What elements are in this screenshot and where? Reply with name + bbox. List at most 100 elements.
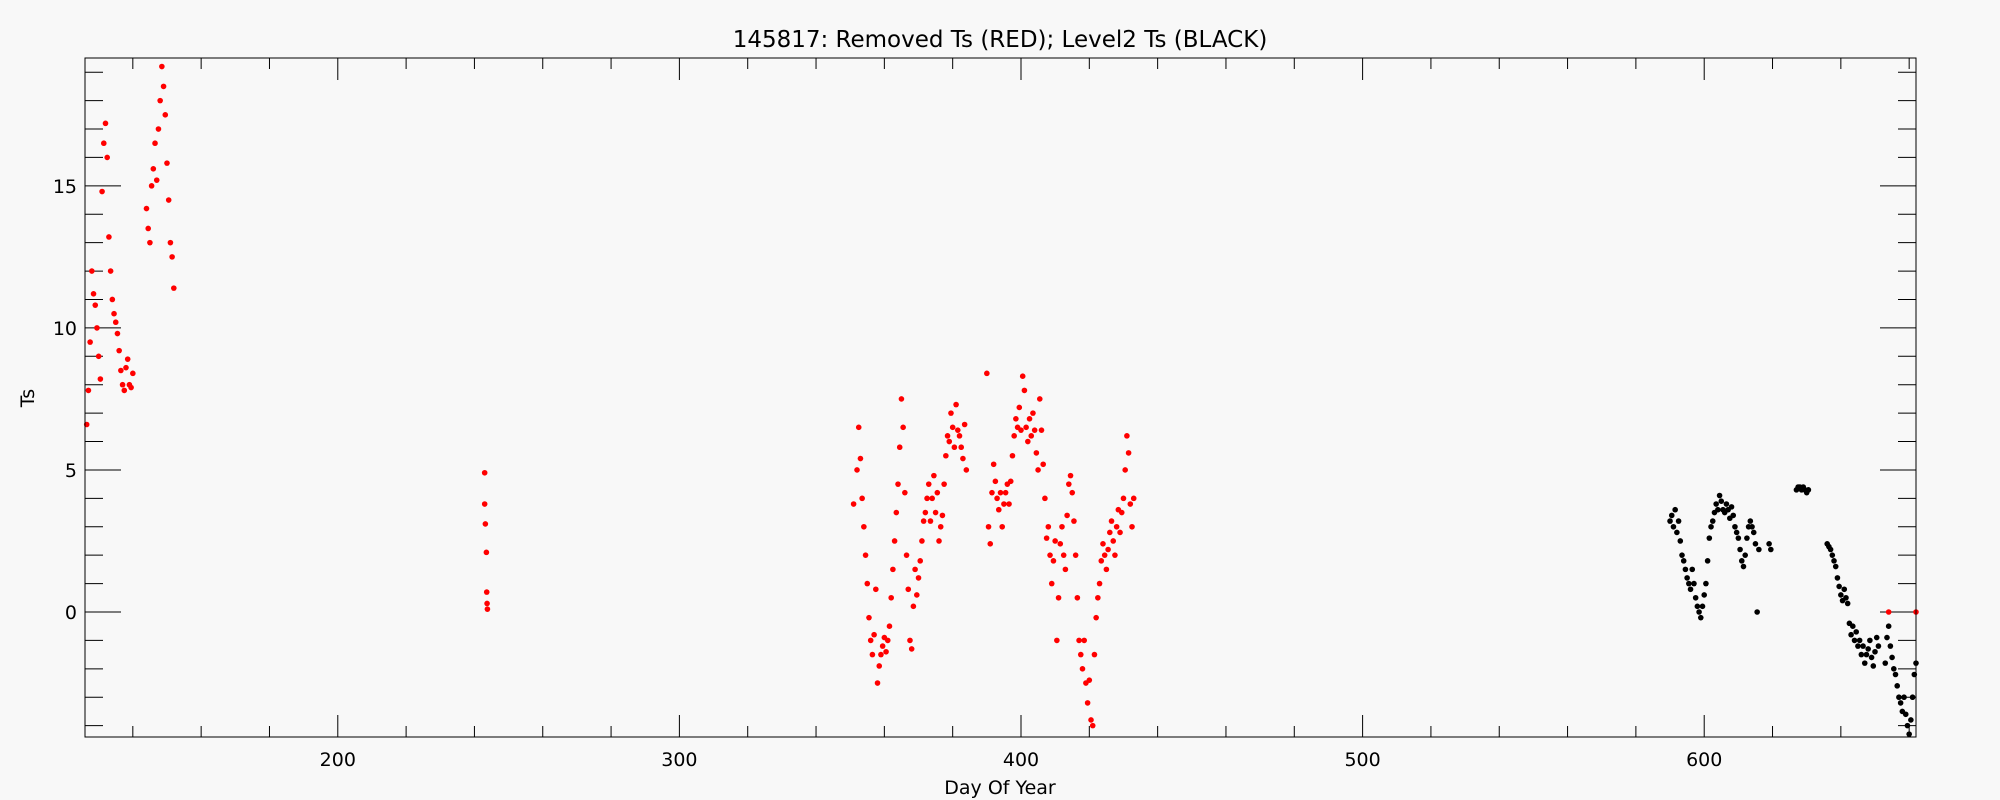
data-point [859, 495, 865, 502]
data-point [1122, 467, 1128, 473]
data-point [1013, 416, 1019, 422]
data-point [1033, 450, 1040, 456]
y-tick-label: 15 [53, 176, 77, 198]
data-point [891, 538, 898, 544]
data-point [924, 495, 930, 502]
data-point [1853, 629, 1860, 635]
data-point [936, 538, 942, 544]
data-point [1050, 558, 1057, 564]
data-point [1682, 566, 1689, 573]
data-point [1059, 523, 1065, 530]
data-point [1025, 438, 1031, 445]
data-point [1680, 558, 1687, 564]
data-point [1129, 523, 1135, 530]
data-point [1048, 580, 1055, 587]
data-point [1885, 609, 1892, 615]
data-point [905, 586, 912, 593]
data-point [1706, 535, 1713, 541]
data-point [1074, 594, 1081, 601]
data-point [994, 495, 1000, 502]
data-point [861, 523, 867, 530]
data-point [1110, 538, 1117, 544]
data-point [1069, 489, 1076, 496]
data-point [1675, 518, 1682, 524]
data-point [1038, 427, 1045, 433]
data-point [1093, 614, 1099, 621]
data-point [1749, 523, 1755, 530]
data-point [1125, 450, 1132, 456]
data-point [1076, 637, 1082, 644]
data-point [1848, 631, 1854, 638]
data-point [1007, 478, 1014, 485]
axis-ticks: 200 300 400 500 600 0 5 10 15 [53, 58, 1916, 771]
data-point [1691, 580, 1697, 587]
x-tick-label: 400 [1003, 749, 1039, 771]
data-point [1042, 495, 1048, 502]
data-point [943, 452, 949, 459]
data-point [879, 643, 886, 649]
data-point [1067, 472, 1074, 479]
data-point [1872, 648, 1878, 655]
data-point [1095, 594, 1101, 601]
data-point [1728, 504, 1735, 510]
data-point [1023, 424, 1029, 431]
data-point [931, 472, 937, 479]
data-point [1689, 566, 1696, 573]
data-point [102, 120, 109, 127]
data-point [171, 285, 177, 291]
data-point [1028, 433, 1035, 439]
data-point [1677, 538, 1684, 544]
data-point [1858, 651, 1865, 658]
data-point [1841, 586, 1848, 593]
data-point [1113, 523, 1120, 530]
data-point [1752, 541, 1759, 547]
data-point [1889, 654, 1895, 661]
data-point [864, 580, 871, 587]
data-point [855, 424, 862, 431]
data-point [1060, 552, 1067, 558]
data-point [1045, 523, 1052, 530]
data-point [106, 234, 112, 240]
data-point [114, 330, 121, 337]
data-point [862, 552, 869, 558]
data-point [1043, 535, 1050, 541]
data-point [90, 291, 97, 297]
data-point [1897, 700, 1904, 706]
data-point [896, 444, 903, 451]
data-point [984, 370, 990, 377]
data-point [1896, 694, 1902, 701]
data-point [157, 97, 163, 104]
data-point [961, 421, 968, 428]
data-point [1054, 637, 1060, 644]
data-point [922, 509, 929, 516]
data-point [1901, 694, 1907, 701]
data-point [1009, 452, 1016, 459]
data-point [1047, 552, 1053, 558]
data-point [1713, 501, 1719, 507]
data-point [873, 586, 879, 593]
data-point [932, 509, 939, 516]
data-point [1718, 498, 1725, 504]
data-point [1108, 518, 1115, 524]
data-point [1875, 643, 1882, 649]
data-point [1064, 512, 1070, 519]
data-point [944, 433, 951, 439]
data-point [1687, 586, 1694, 593]
data-point [937, 523, 944, 530]
data-point [850, 501, 857, 507]
data-point [1756, 546, 1762, 553]
data-point [1882, 660, 1889, 666]
data-point [1850, 623, 1856, 630]
data-point [1697, 614, 1704, 621]
data-point [1084, 700, 1091, 706]
data-point [1735, 535, 1742, 541]
data-point [1674, 529, 1680, 536]
data-point [1055, 594, 1062, 601]
data-point [128, 384, 134, 391]
data-point [1081, 637, 1087, 644]
data-point [946, 438, 953, 445]
data-point [890, 566, 896, 573]
data-point [1829, 552, 1836, 558]
data-point [992, 478, 999, 485]
